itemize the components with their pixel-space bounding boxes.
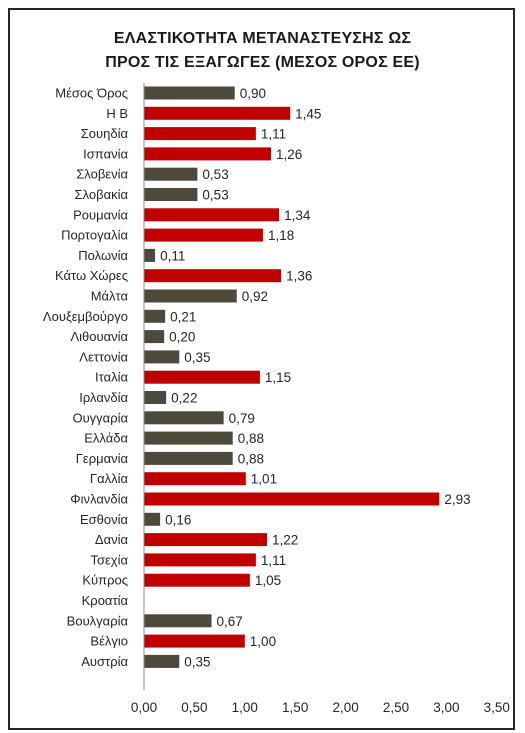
category-label: Βέλγιο bbox=[90, 634, 128, 649]
value-label: 0,67 bbox=[217, 614, 243, 629]
category-label: Μάλτα bbox=[91, 289, 129, 304]
value-label: 1,45 bbox=[295, 106, 321, 121]
value-label: 0,35 bbox=[184, 654, 210, 669]
value-label: 1,11 bbox=[261, 127, 286, 142]
category-label: Κροατία bbox=[82, 593, 129, 608]
x-tick-label: 2,00 bbox=[332, 700, 358, 715]
category-label: Σουηδία bbox=[81, 126, 129, 141]
bar bbox=[144, 553, 256, 567]
value-label: 1,36 bbox=[286, 269, 312, 284]
x-tick-label: 3,00 bbox=[433, 700, 459, 715]
bar bbox=[144, 512, 161, 526]
category-label: Κάτω Χώρες bbox=[55, 268, 128, 283]
value-label: 0,21 bbox=[170, 309, 196, 324]
value-label: 1,26 bbox=[276, 147, 302, 162]
value-label: 1,05 bbox=[255, 573, 281, 588]
chart-title-line-1: ΕΛΑΣΤΙΚΟΤΗΤΑ ΜΕΤΑΝΑΣΤΕΥΣΗΣ ΩΣ bbox=[113, 30, 412, 47]
bar bbox=[144, 451, 233, 465]
bar bbox=[144, 411, 224, 425]
x-tick-label: 0,50 bbox=[181, 700, 207, 715]
value-label: 0,35 bbox=[184, 350, 210, 365]
category-label: Ισπανία bbox=[83, 146, 128, 161]
category-label: Πορτογαλία bbox=[61, 228, 128, 243]
value-label: 1,15 bbox=[265, 370, 291, 385]
bar bbox=[144, 289, 237, 303]
category-label: Ουγγαρία bbox=[72, 410, 128, 425]
chart-title-line-2: ΠΡΟΣ ΤΙΣ ΕΞΑΓΩΓΕΣ (ΜΕΣΟΣ ΟΡΟΣ ΕΕ) bbox=[105, 54, 420, 71]
chart-frame bbox=[8, 8, 515, 730]
category-label: Σλοβενία bbox=[76, 167, 128, 182]
bar bbox=[144, 309, 166, 323]
value-label: 0,53 bbox=[202, 188, 228, 203]
value-label: 1,34 bbox=[284, 208, 311, 223]
bar bbox=[144, 634, 245, 648]
category-label: Ιρλανδία bbox=[79, 390, 128, 405]
bar bbox=[144, 86, 235, 100]
category-label: Τσεχία bbox=[90, 552, 128, 567]
bar bbox=[144, 573, 250, 587]
value-label: 0,16 bbox=[165, 512, 191, 527]
category-label: Σλοβακία bbox=[75, 187, 129, 202]
value-label: 0,90 bbox=[240, 86, 266, 101]
value-label: 0,88 bbox=[238, 431, 264, 446]
bar bbox=[144, 654, 180, 668]
category-label: Ιταλία bbox=[95, 370, 128, 385]
category-label: Λεττονία bbox=[79, 349, 128, 364]
bar bbox=[144, 614, 212, 628]
value-label: 0,79 bbox=[229, 411, 255, 426]
x-tick-label: 1,50 bbox=[282, 700, 308, 715]
value-label: 1,01 bbox=[251, 472, 277, 487]
category-label: Βουλγαρία bbox=[67, 613, 129, 628]
bar bbox=[144, 492, 440, 506]
category-label: Πολωνία bbox=[78, 248, 128, 263]
x-tick-label: 0,00 bbox=[131, 700, 157, 715]
bar bbox=[144, 472, 246, 486]
x-tick-label: 3,50 bbox=[484, 700, 510, 715]
x-tick-label: 1,00 bbox=[232, 700, 258, 715]
value-label: 0,92 bbox=[242, 289, 268, 304]
bar bbox=[144, 147, 272, 161]
category-label: Κύπρος bbox=[82, 573, 128, 588]
category-label: Μέσος Όρος bbox=[55, 86, 128, 101]
bar bbox=[144, 431, 233, 445]
bar bbox=[144, 533, 267, 547]
value-label: 0,22 bbox=[171, 391, 197, 406]
value-label: 1,11 bbox=[261, 553, 286, 568]
category-label: Φινλανδία bbox=[70, 492, 128, 507]
bar bbox=[144, 269, 282, 283]
value-label: 0,11 bbox=[160, 248, 185, 263]
category-label: Γαλλία bbox=[90, 471, 129, 486]
bar bbox=[144, 350, 180, 364]
category-label: Αυστρία bbox=[81, 654, 128, 669]
category-label: Ρουμανία bbox=[73, 207, 128, 222]
x-tick-label: 2,50 bbox=[383, 700, 409, 715]
value-label: 1,22 bbox=[272, 533, 298, 548]
category-label: Η Β bbox=[106, 106, 128, 121]
value-label: 0,88 bbox=[238, 451, 264, 466]
bar bbox=[144, 228, 263, 242]
category-label: Ελλάδα bbox=[84, 431, 128, 446]
bar bbox=[144, 330, 165, 344]
category-label: Λιθουανία bbox=[70, 329, 128, 344]
bar bbox=[144, 391, 167, 404]
category-label: Δανία bbox=[95, 532, 129, 547]
bar bbox=[144, 188, 198, 201]
value-label: 0,53 bbox=[202, 167, 228, 182]
value-label: 1,00 bbox=[250, 634, 276, 649]
bar bbox=[144, 127, 256, 141]
bar bbox=[144, 248, 156, 262]
bar bbox=[144, 106, 291, 120]
bar bbox=[144, 167, 198, 181]
category-label: Λουξεμβούργο bbox=[43, 309, 128, 324]
value-label: 1,18 bbox=[268, 228, 294, 243]
category-label: Εσθονία bbox=[80, 512, 129, 527]
value-label: 2,93 bbox=[444, 492, 470, 507]
bar bbox=[144, 208, 280, 222]
category-label: Γερμανία bbox=[76, 451, 129, 466]
value-label: 0,20 bbox=[169, 330, 195, 345]
bar bbox=[144, 370, 260, 384]
